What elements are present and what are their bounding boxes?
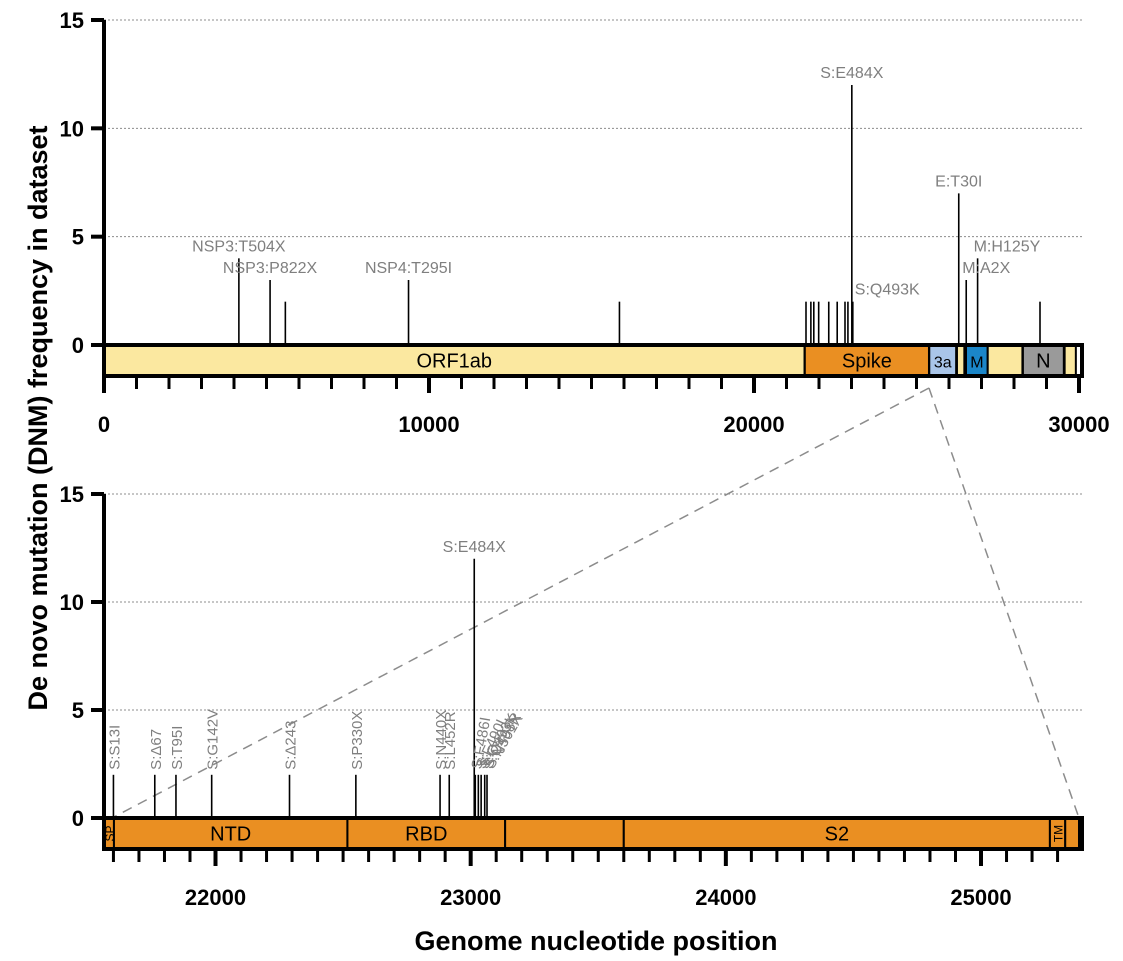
gene-label: NTD	[210, 824, 251, 846]
gene-segment	[112, 817, 349, 850]
x-tick-label: 23000	[440, 885, 501, 910]
spike-panel: 0 5 10 15 SP NTD RBD S2 TM 22000 23000 24000 25000 S:…	[60, 482, 1084, 910]
y-tick-label: 10	[60, 590, 84, 615]
gene-label: Spike	[842, 351, 892, 373]
gene-label: M	[970, 355, 983, 372]
mutation-label: S:Δ67	[148, 729, 165, 770]
mutation-label: S:L452R	[442, 711, 459, 770]
gene-track-border	[102, 816, 1084, 851]
gene-label: 3a	[934, 355, 952, 372]
mutation-label: S:T95I	[169, 726, 186, 770]
x-tick-label: 25000	[950, 885, 1011, 910]
y-tick-label: 5	[72, 225, 84, 250]
mutation-label: M:H125Y	[974, 238, 1041, 255]
mutation-label: S:S13I	[106, 725, 123, 770]
y-tick-label: 0	[72, 806, 84, 831]
gene-segment	[1064, 817, 1080, 850]
mutation-label: S:E484X	[820, 65, 883, 82]
mutation-label: NSP4:T295I	[365, 260, 452, 277]
mutation-label: S:G142V	[205, 709, 222, 770]
mutation-label: S:E484X	[443, 539, 506, 556]
gene-label: TM	[1052, 825, 1066, 842]
gene-label: S2	[825, 824, 849, 846]
zoom-connector-right	[928, 387, 1080, 819]
gene-segment	[955, 344, 966, 377]
mutation-label: NSP3:P822X	[223, 260, 318, 277]
mutation-label: S:N440X	[433, 710, 450, 770]
x-tick-label: 0	[98, 412, 110, 437]
mutation-label: NSP3:T504X	[192, 238, 286, 255]
mutation-label: S:P330X	[349, 711, 366, 770]
gene-label: SP	[103, 825, 117, 841]
y-tick-label: 15	[60, 8, 84, 33]
gene-segment	[1063, 344, 1077, 377]
genome-panel: 0 5 10 15 ORF1ab Spike 3a M N 0 10000 20000 30000 NSP…	[60, 8, 1110, 437]
y-tick-label: 5	[72, 698, 84, 723]
mutation-label: M:A2X	[962, 260, 1010, 277]
gene-label: ORF1ab	[416, 351, 492, 373]
y-tick-label: 15	[60, 482, 84, 507]
mutation-label: S:Q493K	[855, 282, 920, 299]
zoom-connector-left	[111, 387, 930, 819]
gene-label: N	[1036, 351, 1050, 373]
zoom-connector-lines	[111, 387, 1080, 819]
mutation-label: S:Δ243	[283, 721, 300, 770]
gene-label: RBD	[405, 824, 447, 846]
x-tick-label: 20000	[723, 412, 784, 437]
mutation-label: E:T30I	[935, 173, 982, 190]
x-tick-label: 24000	[695, 885, 756, 910]
gene-segment	[504, 817, 625, 850]
y-tick-label: 0	[72, 333, 84, 358]
y-tick-label: 10	[60, 116, 84, 141]
x-tick-label: 10000	[398, 412, 459, 437]
y-axis-title: De novo mutation (DNM) frequency in data…	[23, 125, 53, 710]
gene-segment	[986, 344, 1024, 377]
x-tick-label: 22000	[185, 885, 246, 910]
x-tick-label: 30000	[1048, 412, 1109, 437]
x-axis-title: Genome nucleotide position	[414, 926, 777, 956]
